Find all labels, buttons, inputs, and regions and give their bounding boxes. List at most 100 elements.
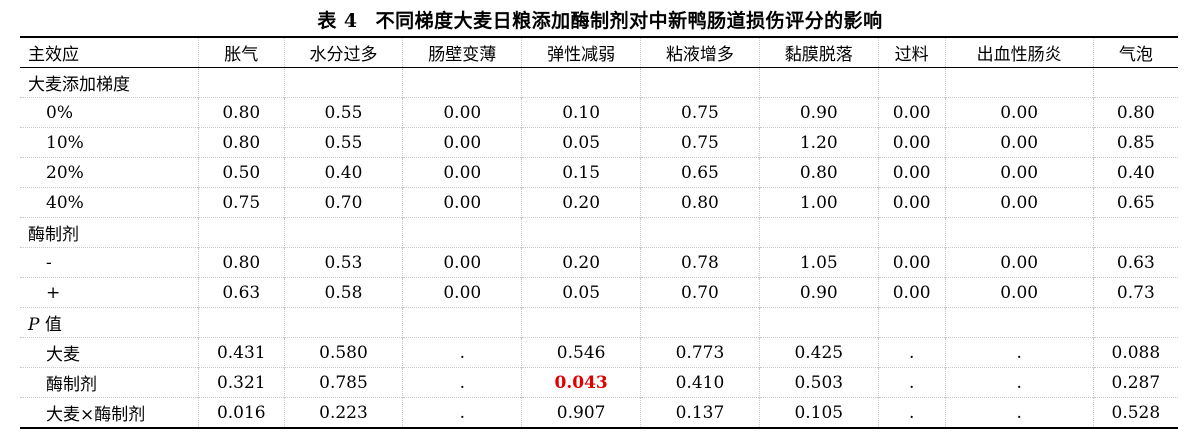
- value-cell: 0.00: [877, 127, 946, 158]
- value-cell: 0.50: [198, 157, 285, 188]
- value-cell: 0.773: [640, 337, 760, 368]
- value-cell: 0.90: [758, 277, 879, 308]
- section-label: 酶制剂: [20, 217, 199, 248]
- value-cell: 0.75: [640, 127, 760, 158]
- empty-cell: [521, 307, 641, 338]
- value-cell: 0.00: [877, 277, 946, 308]
- empty-cell: [521, 67, 641, 98]
- value-cell: .: [402, 397, 522, 429]
- value-cell: 0.65: [640, 157, 760, 188]
- value-cell: 0.05: [521, 277, 641, 308]
- section-header-row: 酶制剂: [20, 217, 1178, 248]
- value-cell: 0.80: [198, 247, 285, 278]
- value-cell: 0.55: [283, 127, 403, 158]
- table-row: 20% 0.50 0.40 0.00 0.15 0.65 0.80 0.00 0.00 0.40: [20, 157, 1178, 188]
- value-cell: 0.55: [283, 97, 403, 128]
- row-label: 10%: [20, 127, 199, 158]
- value-cell: 0.75: [640, 97, 760, 128]
- column-header: 出血性肠炎: [944, 36, 1094, 68]
- value-cell: 0.00: [944, 97, 1094, 128]
- header-row: 主效应 胀气 水分过多 肠壁变薄 弹性减弱 粘液增多 黏膜脱落 过料 出血性肠炎…: [20, 36, 1178, 68]
- value-cell: 0.580: [283, 337, 403, 368]
- value-cell: 0.63: [198, 277, 285, 308]
- empty-cell: [1092, 217, 1178, 248]
- value-cell: 1.05: [758, 247, 879, 278]
- empty-cell: [283, 307, 403, 338]
- empty-cell: [944, 307, 1094, 338]
- value-cell: 0.75: [198, 187, 285, 218]
- value-cell: 1.20: [758, 127, 879, 158]
- column-header: 黏膜脱落: [758, 36, 879, 68]
- value-cell: 0.425: [758, 337, 879, 368]
- column-header: 粘液增多: [640, 36, 760, 68]
- data-table: 主效应 胀气 水分过多 肠壁变薄 弹性减弱 粘液增多 黏膜脱落 过料 出血性肠炎…: [20, 36, 1178, 429]
- value-cell: .: [944, 337, 1094, 368]
- row-label: 大麦: [20, 337, 199, 368]
- empty-cell: [198, 217, 285, 248]
- p-value-label: 值: [39, 315, 62, 335]
- value-cell: 0.105: [758, 397, 879, 429]
- value-cell: 0.546: [521, 337, 641, 368]
- value-cell: 0.90: [758, 97, 879, 128]
- value-cell: 0.85: [1092, 127, 1178, 158]
- table-body: 大麦添加梯度 0% 0.80 0.55 0.00 0.10 0.75 0.90 0.00 0.00…: [20, 67, 1178, 429]
- table-row: 40% 0.75 0.70 0.00 0.20 0.80 1.00 0.00 0.00 0.65: [20, 187, 1178, 218]
- value-cell: 0.00: [944, 187, 1094, 218]
- value-cell: 0.78: [640, 247, 760, 278]
- value-cell: 0.00: [944, 247, 1094, 278]
- empty-cell: [402, 217, 522, 248]
- value-cell: 0.907: [521, 397, 641, 429]
- section-label: P 值: [20, 307, 199, 338]
- column-header: 气泡: [1092, 36, 1178, 68]
- value-cell: 0.40: [1092, 157, 1178, 188]
- empty-cell: [877, 307, 946, 338]
- value-cell: .: [877, 337, 946, 368]
- value-cell: 0.53: [283, 247, 403, 278]
- empty-cell: [877, 67, 946, 98]
- table-caption: 表 4 不同梯度大麦日粮添加酶制剂对中新鸭肠道损伤评分的影响: [0, 6, 1200, 33]
- value-cell: 0.321: [198, 367, 285, 398]
- empty-cell: [198, 307, 285, 338]
- value-cell: 0.80: [1092, 97, 1178, 128]
- value-cell: 0.00: [877, 97, 946, 128]
- value-cell: 0.00: [402, 277, 522, 308]
- value-cell: 0.63: [1092, 247, 1178, 278]
- column-header: 主效应: [20, 36, 199, 68]
- column-header: 水分过多: [283, 36, 403, 68]
- table-row: 10% 0.80 0.55 0.00 0.05 0.75 1.20 0.00 0.00 0.85: [20, 127, 1178, 158]
- value-cell: 0.70: [283, 187, 403, 218]
- empty-cell: [402, 307, 522, 338]
- empty-cell: [877, 217, 946, 248]
- column-header: 肠壁变薄: [402, 36, 522, 68]
- value-cell: 0.80: [198, 127, 285, 158]
- table-row: 酶制剂 0.321 0.785. 0.043 0.410 0.503.. 0.287: [20, 367, 1178, 398]
- p-symbol: P: [28, 315, 40, 335]
- value-cell: 0.528: [1092, 397, 1178, 429]
- value-cell: 0.00: [402, 97, 522, 128]
- column-header: 过料: [877, 36, 946, 68]
- value-cell: 0.20: [521, 247, 641, 278]
- value-cell: 0.80: [640, 187, 760, 218]
- value-cell: 0.00: [944, 127, 1094, 158]
- table-title: 不同梯度大麦日粮添加酶制剂对中新鸭肠道损伤评分的影响: [375, 10, 883, 32]
- column-header: 弹性减弱: [521, 36, 641, 68]
- value-cell: 0.65: [1092, 187, 1178, 218]
- empty-cell: [402, 67, 522, 98]
- value-cell: .: [877, 367, 946, 398]
- empty-cell: [758, 67, 879, 98]
- value-cell: 0.410: [640, 367, 760, 398]
- value-cell: 1.00: [758, 187, 879, 218]
- value-cell: 0.287: [1092, 367, 1178, 398]
- empty-cell: [640, 217, 760, 248]
- value-cell: 0.20: [521, 187, 641, 218]
- value-cell: 0.00: [402, 157, 522, 188]
- significant-value-cell: 0.043: [521, 367, 641, 398]
- empty-cell: [198, 67, 285, 98]
- value-cell: 0.00: [944, 277, 1094, 308]
- value-cell: .: [944, 367, 1094, 398]
- section-header-row: 大麦添加梯度: [20, 67, 1178, 98]
- value-cell: 0.80: [758, 157, 879, 188]
- value-cell: 0.00: [402, 127, 522, 158]
- row-label: 0%: [20, 97, 199, 128]
